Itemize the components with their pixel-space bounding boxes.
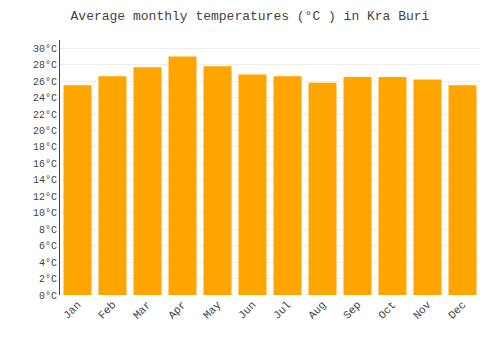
svg-text:May: May	[201, 299, 224, 322]
svg-text:Nov: Nov	[411, 299, 434, 322]
svg-text:Jun: Jun	[236, 299, 258, 321]
svg-text:Jan: Jan	[61, 299, 83, 321]
svg-text:Aug: Aug	[306, 299, 328, 321]
svg-text:16°C: 16°C	[33, 159, 57, 170]
svg-text:14°C: 14°C	[33, 175, 57, 186]
svg-text:24°C: 24°C	[33, 93, 57, 104]
svg-text:30°C: 30°C	[33, 44, 57, 55]
svg-text:10°C: 10°C	[33, 208, 57, 219]
svg-text:12°C: 12°C	[33, 192, 57, 203]
svg-text:Oct: Oct	[376, 299, 398, 321]
svg-text:Feb: Feb	[96, 299, 118, 321]
svg-text:Sep: Sep	[341, 299, 363, 321]
svg-text:2°C: 2°C	[39, 274, 57, 285]
svg-text:20°C: 20°C	[33, 126, 57, 137]
svg-text:Apr: Apr	[166, 299, 188, 321]
svg-text:Mar: Mar	[131, 299, 153, 321]
svg-text:0°C: 0°C	[39, 291, 57, 302]
svg-text:26°C: 26°C	[33, 77, 57, 88]
svg-text:6°C: 6°C	[39, 241, 57, 252]
svg-text:4°C: 4°C	[39, 258, 57, 269]
svg-text:28°C: 28°C	[33, 60, 57, 71]
svg-text:Average monthly temperatures (: Average monthly temperatures (°C ) in Kr…	[71, 9, 430, 24]
svg-text:Jul: Jul	[271, 299, 293, 321]
svg-text:18°C: 18°C	[33, 142, 57, 153]
svg-text:22°C: 22°C	[33, 110, 57, 121]
svg-text:8°C: 8°C	[39, 225, 57, 236]
svg-text:Dec: Dec	[446, 299, 468, 321]
